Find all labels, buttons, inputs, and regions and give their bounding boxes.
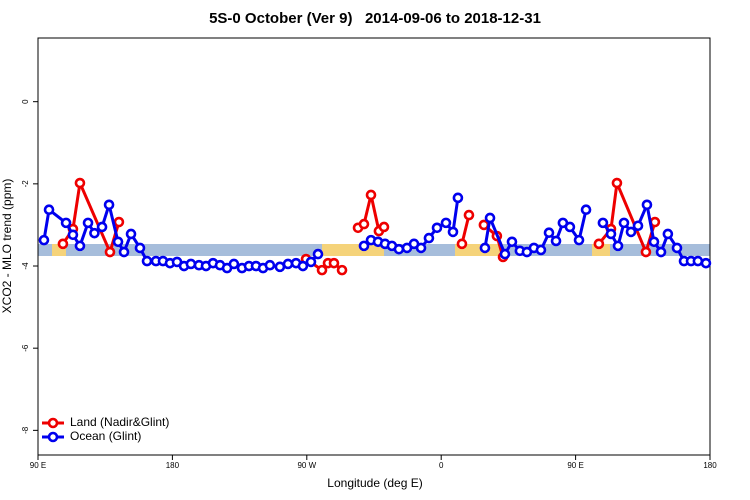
data-point xyxy=(632,220,644,232)
data-point xyxy=(358,240,370,252)
data-point xyxy=(611,177,623,189)
data-point xyxy=(456,238,468,250)
data-point xyxy=(671,242,683,254)
x-tick-label: 90 E xyxy=(567,461,583,470)
x-tick-label: 180 xyxy=(166,461,180,470)
data-point xyxy=(535,244,547,256)
data-point xyxy=(316,264,328,276)
data-point xyxy=(113,216,125,228)
data-point xyxy=(365,189,377,201)
data-point xyxy=(662,228,674,240)
data-point xyxy=(580,204,592,216)
data-point xyxy=(74,240,86,252)
data-point xyxy=(96,221,108,233)
data-point xyxy=(89,227,100,239)
data-point xyxy=(312,248,324,260)
data-point xyxy=(358,218,370,230)
data-point xyxy=(38,234,50,246)
y-tick-label: -2 xyxy=(21,180,30,188)
data-point xyxy=(484,212,496,224)
data-point xyxy=(640,246,652,258)
x-tick-label: 180 xyxy=(703,461,717,470)
x-axis-label: Longitude (deg E) xyxy=(327,476,422,490)
data-point xyxy=(593,238,605,250)
data-point xyxy=(700,257,712,269)
data-point xyxy=(297,260,309,272)
data-point xyxy=(692,255,704,267)
data-point xyxy=(393,243,405,255)
data-point xyxy=(597,217,609,229)
data-point xyxy=(440,217,452,229)
data-point xyxy=(336,264,348,276)
data-point xyxy=(625,226,637,238)
data-point xyxy=(82,217,94,229)
legend-marker xyxy=(47,417,59,429)
data-point xyxy=(60,217,72,229)
x-tick-label: 90 E xyxy=(30,461,46,470)
data-point xyxy=(564,221,576,233)
data-point xyxy=(74,177,86,189)
chart-title: 5S-0 October (Ver 9) 2014-09-06 to 2018-… xyxy=(209,10,541,27)
data-point xyxy=(112,236,124,248)
plot-frame xyxy=(37,37,711,456)
data-point xyxy=(478,219,490,231)
data-point xyxy=(648,236,660,248)
y-tick-label: -8 xyxy=(21,426,30,434)
data-point xyxy=(134,242,146,254)
data-point xyxy=(57,238,69,250)
data-point xyxy=(228,258,240,270)
legend-marker xyxy=(47,431,59,443)
x-tick-label: 90 W xyxy=(297,461,316,470)
y-axis-label: XCO2 - MLO trend (ppm) xyxy=(0,179,14,314)
data-point xyxy=(452,192,464,204)
data-point xyxy=(104,246,116,258)
data-point xyxy=(125,228,137,240)
data-point xyxy=(264,259,276,271)
data-point xyxy=(282,258,294,270)
x-tick-label: 0 xyxy=(439,461,444,470)
y-tick-label: -6 xyxy=(21,344,30,352)
legend: Land (Nadir&Glint)Ocean (Glint) xyxy=(42,415,169,443)
data-point xyxy=(655,246,667,258)
data-point xyxy=(550,235,562,247)
data-point xyxy=(415,242,427,254)
land-band xyxy=(455,244,503,256)
data-point xyxy=(506,236,518,248)
data-point xyxy=(641,199,653,211)
data-point xyxy=(605,228,617,240)
legend-label: Ocean (Glint) xyxy=(70,429,141,443)
data-point xyxy=(573,234,585,246)
data-point xyxy=(141,255,153,267)
data-point xyxy=(423,232,435,244)
data-point xyxy=(185,258,197,270)
legend-label: Land (Nadir&Glint) xyxy=(70,415,169,429)
data-point xyxy=(431,222,443,234)
data-point xyxy=(499,248,511,260)
data-point xyxy=(479,242,491,254)
data-point xyxy=(543,227,555,239)
data-point xyxy=(378,221,390,233)
y-tick-label: -4 xyxy=(21,262,30,270)
data-point xyxy=(118,246,130,258)
y-tick-label: 0 xyxy=(21,99,30,104)
data-point xyxy=(618,217,630,229)
data-point xyxy=(447,226,459,238)
data-point xyxy=(612,240,624,252)
data-point xyxy=(103,199,115,211)
data-point xyxy=(305,256,317,268)
data-point xyxy=(328,257,340,269)
data-point xyxy=(43,204,55,216)
data-point xyxy=(67,229,79,241)
data-point xyxy=(463,209,475,221)
